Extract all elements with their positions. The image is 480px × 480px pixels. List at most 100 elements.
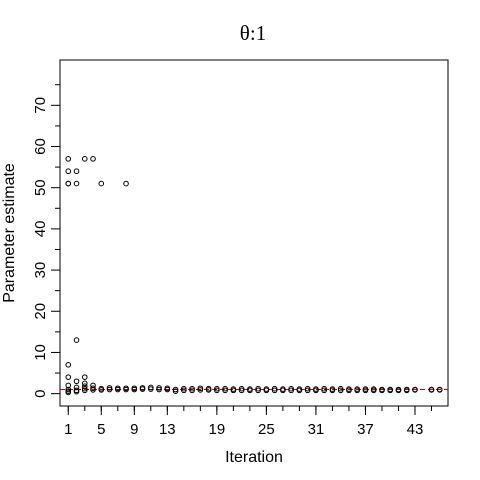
data-point [73,180,80,187]
data-point [222,387,228,394]
data-point [337,387,344,394]
data-point [148,384,154,391]
data-point [106,386,113,393]
data-point [271,385,278,392]
data-point [172,388,179,394]
data-point [181,387,187,394]
data-point [156,386,162,393]
x-tick-label: 13 [159,421,176,438]
x-axis-label: Iteration [225,449,283,466]
data-point [81,380,88,387]
data-point [148,386,154,392]
data-point [255,385,261,392]
data-point [189,387,195,394]
data-point [73,378,80,385]
data-point [123,180,129,187]
data-point [214,387,220,394]
y-tick-label: 10 [32,344,49,361]
data-point [65,389,72,396]
y-tick-label: 20 [32,303,49,320]
data-point [65,386,72,393]
data-point [247,387,253,394]
data-point [370,387,377,394]
data-point [106,385,113,391]
x-tick-label: 31 [308,421,325,438]
data-point [337,385,344,392]
data-point [238,385,245,392]
data-point [354,387,360,394]
x-tick-label: 25 [258,421,275,438]
data-point [238,387,245,394]
y-tick-label: 70 [32,97,49,114]
data-point [65,168,72,175]
data-point [304,387,311,394]
x-tick-label: 5 [97,421,105,438]
data-point [362,387,369,394]
data-point [288,387,294,394]
data-point [387,387,394,394]
data-point [65,362,72,368]
data-point [321,387,327,394]
data-point [98,387,105,393]
data-point [304,385,311,392]
x-tick-label: 37 [357,421,374,438]
x-tick-label: 9 [130,421,138,438]
y-axis: 0 10 20 30 40 50 60 70 [32,84,60,398]
chart-title: θ:1 [240,21,266,45]
data-point [73,337,80,343]
data-point [263,387,270,394]
data-point [197,385,204,392]
y-tick-label: 50 [32,179,49,196]
data-point [98,180,105,187]
data-point [65,374,72,380]
data-point [123,386,129,393]
data-point [395,387,402,394]
data-point [81,385,88,392]
data-point [280,387,286,394]
x-tick-label: 1 [64,421,72,438]
data-point [73,168,80,175]
data-point [255,387,261,394]
data-point [313,387,319,394]
data-point [90,387,96,393]
data-point [321,385,327,392]
data-point [90,385,96,392]
data-point [164,386,171,393]
data-point [65,180,72,187]
data-point [288,385,294,392]
data-point [205,387,212,393]
data-point [73,388,80,395]
data-point [346,387,352,394]
data-points [65,156,443,396]
x-tick-label: 19 [209,421,226,438]
plot-frame [59,59,449,407]
x-axis: 1 5 9 13 19 25 31 37 43 [64,406,432,438]
data-point [436,387,443,393]
x-tick-label: 43 [407,421,424,438]
data-point [181,385,187,392]
y-tick-label: 0 [32,389,49,397]
data-point [222,385,228,392]
data-point [329,387,336,394]
data-point [81,387,88,394]
y-tick-label: 60 [32,138,49,155]
data-point [230,387,237,394]
data-point [189,385,195,392]
y-tick-label: 30 [32,262,49,279]
data-point [379,387,385,394]
data-point [428,387,435,393]
data-point [296,387,303,394]
data-point [81,374,88,380]
data-point [114,386,121,393]
data-point [156,385,162,391]
data-point [172,386,179,393]
data-point [412,387,418,393]
data-point [65,156,72,162]
y-axis-label: Parameter estimate [1,163,18,303]
data-point [271,387,278,394]
data-point [131,386,138,393]
y-tick-label: 40 [32,221,49,238]
data-point [403,387,410,394]
data-point [81,156,88,162]
